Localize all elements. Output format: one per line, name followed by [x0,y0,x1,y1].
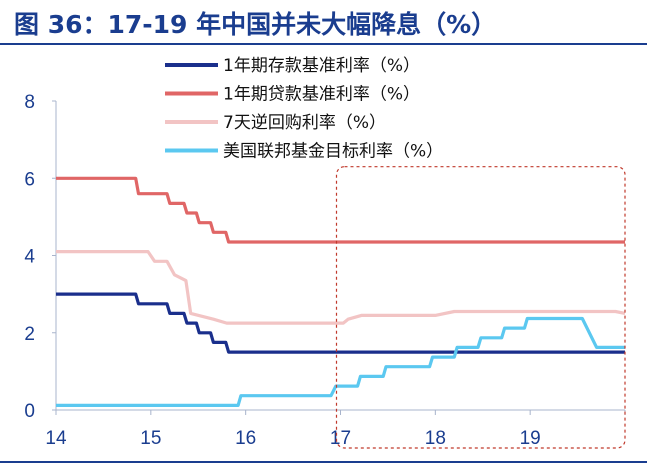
x-tick-label: 14 [45,428,67,449]
y-tick-label: 4 [24,247,35,268]
y-tick-label: 6 [24,169,35,190]
series-line-4 [56,316,625,407]
x-tick-label: 18 [425,428,446,449]
legend-label-3: 7天逆回购利率（%） [223,113,386,133]
y-tick-label: 8 [24,92,35,113]
y-tick-label: 2 [24,324,35,345]
x-tick-label: 19 [520,428,541,449]
legend: 1年期存款基准利率（%） 1年期贷款基准利率（%） 7天逆回购利率（%） 美国联邦基金… [165,56,443,162]
legend-label-2: 1年期贷款基准利率（%） [223,85,420,105]
legend-label-1: 1年期存款基准利率（%） [223,56,420,76]
x-tick-label: 16 [235,428,256,449]
chart-title: 图 36：17-19 年中国并未大幅降息（%） [14,10,496,39]
x-tick-label: 17 [330,428,351,449]
series-line-2 [56,176,625,244]
legend-label-4: 美国联邦基金目标利率（%） [223,142,443,162]
series-line-3 [56,250,626,325]
x-tick-label: 15 [140,428,161,449]
y-tick-label: 0 [24,401,35,422]
highlight-box [335,166,626,449]
plot-area: 0 2 4 6 8 14 15 16 17 18 19 [24,92,626,449]
series-line-1 [56,292,625,354]
